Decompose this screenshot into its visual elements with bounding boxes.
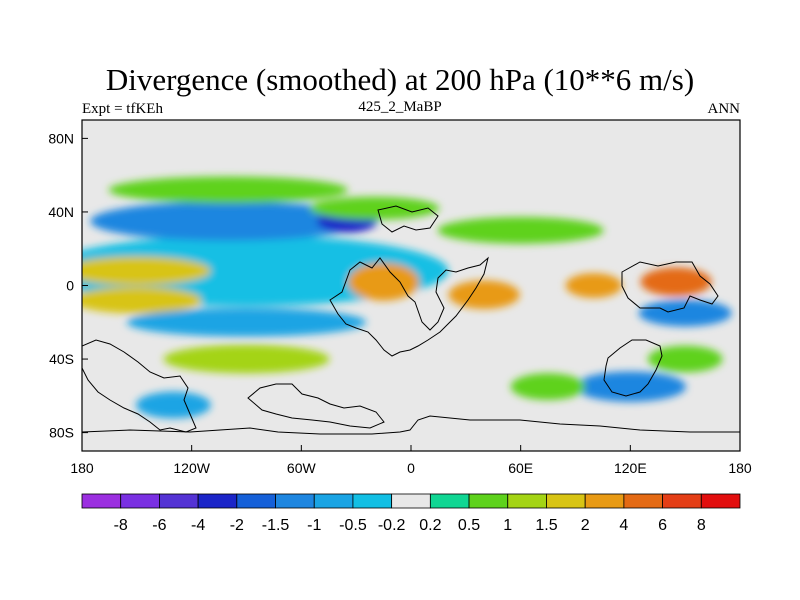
y-tick-label: 40N xyxy=(48,204,74,220)
field-blob-6 xyxy=(437,216,604,244)
colorbar-swatch xyxy=(429,493,470,509)
colorbar-swatch xyxy=(275,493,315,509)
colorbar-swatch xyxy=(120,493,160,509)
colorbar-swatch xyxy=(313,493,354,509)
colorbar-label: -0.2 xyxy=(378,517,406,534)
colorbar-label: 1 xyxy=(503,517,512,534)
colorbar-label: -0.5 xyxy=(339,517,367,534)
field-blob-14 xyxy=(163,344,330,374)
colorbar-label: 0.2 xyxy=(419,517,441,534)
field-blob-10 xyxy=(565,273,623,298)
field-blob-15 xyxy=(135,391,211,419)
case-label: 425_2_MaBP xyxy=(358,99,442,115)
colorbar-swatch xyxy=(468,493,509,509)
colorbar-label: 1.5 xyxy=(535,517,557,534)
field-blob-12 xyxy=(638,299,732,327)
field-blob-18 xyxy=(510,373,586,400)
colorbar-label: 2 xyxy=(581,517,590,534)
colorbar-swatch xyxy=(546,493,586,509)
y-tick-label: 0 xyxy=(66,278,74,294)
field-blob-13 xyxy=(126,308,367,337)
colorbar-swatch xyxy=(159,493,199,509)
colorbar-label: -1.5 xyxy=(262,517,290,534)
coastline-americas xyxy=(329,256,489,357)
coastline-antarctica xyxy=(82,415,740,435)
experiment-label: Expt = tfKEh xyxy=(82,101,163,117)
colorbar-swatch xyxy=(352,493,393,509)
colorbar-swatch xyxy=(236,493,276,509)
coastline-asia xyxy=(621,261,719,313)
coastline-south-america xyxy=(82,339,197,433)
season-label: ANN xyxy=(707,101,741,117)
field-blob-8 xyxy=(347,262,420,301)
field-blob-3 xyxy=(90,201,367,241)
x-tick-label: 60E xyxy=(508,460,533,476)
colorbar-label: 0.5 xyxy=(458,517,480,534)
y-tick-label: 80S xyxy=(49,425,74,441)
colorbar-swatch xyxy=(584,493,625,509)
coastline-north xyxy=(377,205,439,233)
colorbar-swatch xyxy=(623,493,663,509)
x-tick-label: 60W xyxy=(287,460,317,476)
chart-title: Divergence (smoothed) at 200 hPa (10**6 … xyxy=(105,62,695,97)
x-tick-label: 120E xyxy=(614,460,647,476)
field-blob-17 xyxy=(647,345,723,373)
colorbar-label: -6 xyxy=(152,517,166,534)
x-tick-label: 120W xyxy=(173,460,210,476)
colorbar-label: -8 xyxy=(114,517,128,534)
field-blob-7 xyxy=(108,176,348,204)
colorbar-label: -2 xyxy=(230,517,244,534)
colorbar-label: -4 xyxy=(191,517,205,534)
colorbar-swatch xyxy=(81,493,122,509)
colorbar-label: -1 xyxy=(307,517,321,534)
colorbar-label: 8 xyxy=(697,517,706,534)
colorbar-swatch xyxy=(507,493,547,509)
field-blob-16 xyxy=(574,371,687,402)
field-blob-2 xyxy=(82,286,202,314)
x-tick-label: 180 xyxy=(728,460,752,476)
colorbar-label: 4 xyxy=(619,517,628,534)
field-blob-11 xyxy=(640,267,712,297)
field-blob-1 xyxy=(82,256,211,286)
colorbar-swatch xyxy=(391,493,431,509)
colorbar-swatch xyxy=(700,493,741,509)
y-tick-label: 80N xyxy=(48,130,74,146)
coastline-australia xyxy=(603,339,663,397)
field-blob-5 xyxy=(309,196,440,220)
colorbar-swatch xyxy=(662,493,702,509)
x-tick-label: 0 xyxy=(407,460,415,476)
colorbar-swatch xyxy=(197,493,238,509)
coastline-southern-islands xyxy=(247,383,385,429)
colorbar-label: 6 xyxy=(658,517,667,534)
x-tick-label: 180 xyxy=(70,460,94,476)
y-tick-label: 40S xyxy=(49,351,74,367)
